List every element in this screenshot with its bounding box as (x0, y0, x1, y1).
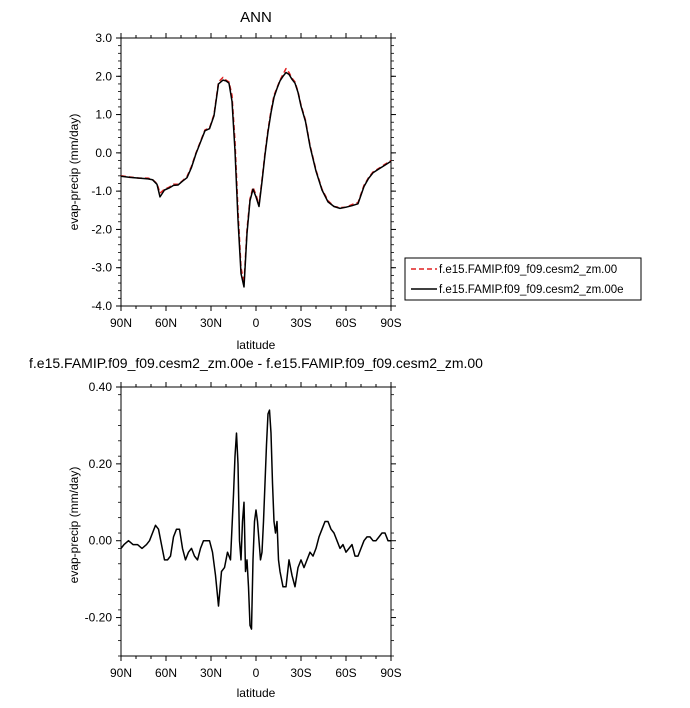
top-series-line-2 (120, 71, 392, 288)
top-x-tick-label: 0 (253, 316, 260, 330)
top-x-tick-label: 30N (200, 316, 222, 330)
top-x-tick-label: 60S (335, 316, 356, 330)
top-x-tick-label: 60N (155, 316, 177, 330)
bottom-series-line-1 (120, 409, 391, 630)
top-y-tick-label: -3.0 (91, 261, 112, 275)
top-x-tick-label: 90N (110, 316, 132, 330)
bottom-y-axis-label: evap-precip (mm/day) (67, 467, 81, 584)
top-y-tick-label: -4.0 (91, 299, 112, 313)
top-y-tick-label: 3.0 (95, 31, 112, 45)
bottom-x-tick-label: 90N (110, 666, 132, 680)
top-panel: ANN evap-precip (mm/day) latitude 90N 60N… (67, 9, 402, 352)
legend-label-series-1: f.e15.FAMIP.f09_f09.cesm2_zm.00 (439, 264, 617, 276)
top-y-tick-label: 0.0 (95, 146, 112, 160)
bottom-x-tick-label: 60S (335, 666, 356, 680)
bottom-y-tick-label: 0.00 (89, 534, 113, 548)
bottom-x-tick-label: 30S (290, 666, 311, 680)
bottom-x-tick-label: 30N (200, 666, 222, 680)
bottom-y-tick-label: 0.20 (89, 457, 113, 471)
bottom-plot-frame (120, 386, 392, 657)
bottom-x-tick-label: 0 (253, 666, 260, 680)
top-y-axis-label: evap-precip (mm/day) (67, 114, 81, 231)
top-x-tick-label: 90S (380, 316, 401, 330)
legend-box (404, 257, 642, 301)
top-x-tick-label: 30S (290, 316, 311, 330)
bottom-x-tick-label: 90S (380, 666, 401, 680)
bottom-chart-title: f.e15.FAMIP.f09_f09.cesm2_zm.00e - f.e15… (29, 355, 483, 371)
bottom-x-axis-label: latitude (237, 686, 276, 700)
bottom-panel: f.e15.FAMIP.f09_f09.cesm2_zm.00e - f.e15… (29, 355, 483, 700)
top-plot-frame (120, 37, 392, 307)
top-chart-title: ANN (240, 9, 272, 26)
top-y-tick-label: -1.0 (91, 184, 112, 198)
bottom-y-tick-label: -0.20 (85, 611, 113, 625)
legend-label-series-2: f.e15.FAMIP.f09_f09.cesm2_zm.00e (439, 284, 624, 296)
top-y-tick-label: 2.0 (95, 69, 112, 83)
bottom-y-tick-label: 0.40 (89, 380, 113, 394)
legend: f.e15.FAMIP.f09_f09.cesm2_zm.00 f.e15.FA… (404, 257, 642, 301)
top-y-tick-label: 1.0 (95, 108, 112, 122)
top-series-line-1 (120, 67, 392, 284)
bottom-x-tick-label: 60N (155, 666, 177, 680)
bottom-plot-area: 90N 60N 30N 0 30S 60S 90S -0.20 0.00 0.20 0.40 (85, 380, 402, 680)
top-plot-area: 90N 60N 30N 0 30S 60S 90S -4.0 -3.0 -2.0 -1.0 0.0 1.… (91, 31, 401, 330)
top-y-tick-label: -2.0 (91, 222, 112, 236)
top-x-axis-label: latitude (237, 338, 276, 352)
